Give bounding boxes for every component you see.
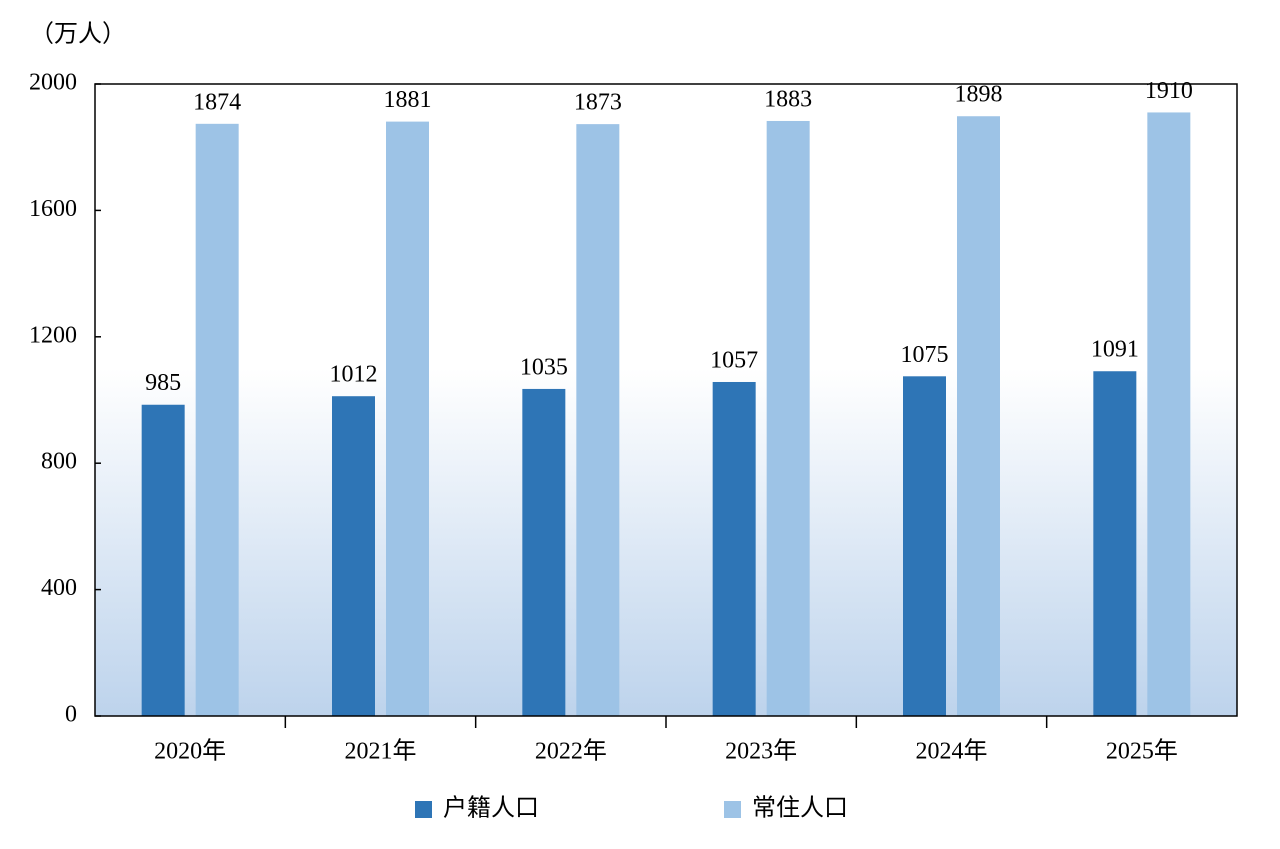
value-label: 1873	[574, 90, 622, 116]
bar	[141, 404, 185, 716]
y-axis-label: （万人）	[30, 22, 126, 48]
bar	[332, 396, 375, 716]
x-tick-label: 2021年	[345, 738, 417, 765]
value-label: 1012	[330, 362, 378, 388]
plot-frame	[94, 83, 1238, 717]
bar	[1093, 371, 1137, 716]
value-label: 1898	[955, 82, 1003, 108]
x-tick-label: 2025年	[1106, 738, 1178, 765]
bar	[522, 388, 566, 716]
value-label: 1091	[1091, 337, 1139, 363]
legend-swatch	[415, 801, 432, 818]
bar	[195, 123, 239, 717]
y-tick-label: 1600	[29, 196, 77, 222]
legend-swatch	[724, 801, 741, 818]
y-tick-label: 400	[41, 575, 77, 601]
y-tick-label: 0	[65, 702, 77, 728]
bar	[903, 376, 946, 716]
value-label: 1883	[764, 86, 812, 112]
y-tick-label: 1200	[29, 322, 77, 348]
value-label: 985	[145, 370, 181, 396]
bar	[712, 381, 756, 716]
legend-label: 户籍人口	[443, 795, 539, 822]
value-label: 1881	[384, 87, 432, 113]
x-tick-label: 2024年	[916, 738, 988, 765]
x-tick-label: 2022年	[535, 738, 607, 765]
bar	[1147, 112, 1191, 716]
y-tick-label: 2000	[29, 70, 77, 96]
value-label: 1075	[901, 342, 949, 368]
plot-background	[95, 84, 1237, 716]
x-tick-label: 2023年	[725, 738, 797, 765]
legend-label: 常住人口	[752, 795, 848, 822]
bar	[957, 116, 1000, 717]
value-label: 1057	[710, 347, 758, 373]
value-label: 1910	[1145, 78, 1193, 104]
bar	[576, 124, 620, 716]
y-tick-label: 800	[41, 449, 77, 475]
value-label: 1035	[520, 354, 568, 380]
x-tick-label: 2020年	[154, 738, 226, 765]
bar	[766, 120, 810, 717]
value-label: 1874	[193, 89, 241, 115]
bar	[386, 121, 429, 716]
